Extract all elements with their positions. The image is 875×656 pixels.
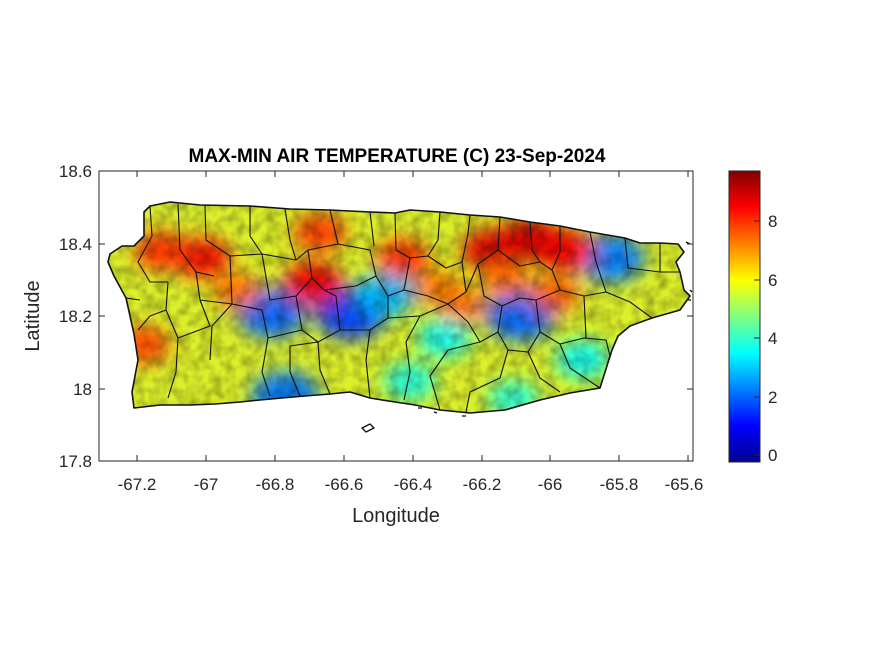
x-tick: -65.8: [600, 171, 639, 494]
x-tick-label: -67.2: [118, 475, 157, 494]
colorbar-tick: 8: [754, 212, 777, 231]
offshore-cays: [418, 241, 693, 417]
y-tick: 18.4: [59, 235, 693, 254]
colorbar-tick-label: 4: [768, 329, 777, 348]
colorbar-tick: 0: [754, 446, 777, 465]
vieques-islet: [361, 423, 375, 433]
colorbar-tick-label: 0: [768, 446, 777, 465]
x-tick-label: -66: [538, 475, 563, 494]
colorbar-tick: 2: [754, 388, 777, 407]
x-tick: -66: [538, 171, 563, 494]
x-tick: -65.6: [665, 171, 704, 494]
x-tick: -66.6: [325, 171, 364, 494]
x-tick-label: -67: [194, 475, 219, 494]
x-tick-label: -65.6: [665, 475, 704, 494]
colorbar-gradient: [728, 170, 761, 463]
colorbar: 8 6 4 2 0: [728, 170, 777, 465]
x-tick-label: -66.4: [394, 475, 433, 494]
municipality-borders: [107, 201, 693, 433]
y-tick-label: 18.4: [59, 235, 92, 254]
map-title: MAX-MIN AIR TEMPERATURE (C) 23-Sep-2024: [189, 146, 606, 167]
x-axis-label: Longitude: [352, 505, 440, 527]
x-tick-label: -66.6: [325, 475, 364, 494]
x-tick-label: -66.8: [256, 475, 295, 494]
field-texture: [108, 202, 690, 413]
temperature-field: [108, 202, 690, 413]
colorbar-tick-label: 8: [768, 212, 777, 231]
x-tick-label: -65.8: [600, 475, 639, 494]
colorbar-tick: 4: [754, 329, 777, 348]
y-tick: 17.8: [59, 452, 92, 471]
y-tick-label: 18: [73, 380, 92, 399]
colorbar-tick-label: 6: [768, 271, 777, 290]
x-tick: -67: [194, 171, 219, 494]
x-axis: -67.2 -67 -66.8 -66.6 -66.4 -66.2 -66 -6…: [118, 171, 704, 494]
x-tick: -66.2: [463, 171, 502, 494]
border-lines: [125, 203, 680, 413]
y-tick-label: 18.2: [59, 307, 92, 326]
colorbar-tick-label: 2: [768, 388, 777, 407]
x-tick-label: -66.2: [463, 475, 502, 494]
y-tick-label: 17.8: [59, 452, 92, 471]
colorbar-tick: 6: [754, 271, 777, 290]
x-tick: -66.8: [256, 171, 295, 494]
y-axis-label: Latitude: [22, 280, 44, 351]
x-tick: -66.4: [394, 171, 433, 494]
y-axis: 18.6 18.4 18.2 18 17.8: [59, 162, 693, 471]
y-tick: 18: [73, 380, 693, 399]
x-tick: -67.2: [118, 171, 157, 494]
y-tick: 18.2: [59, 307, 693, 326]
y-tick-label: 18.6: [59, 162, 92, 181]
